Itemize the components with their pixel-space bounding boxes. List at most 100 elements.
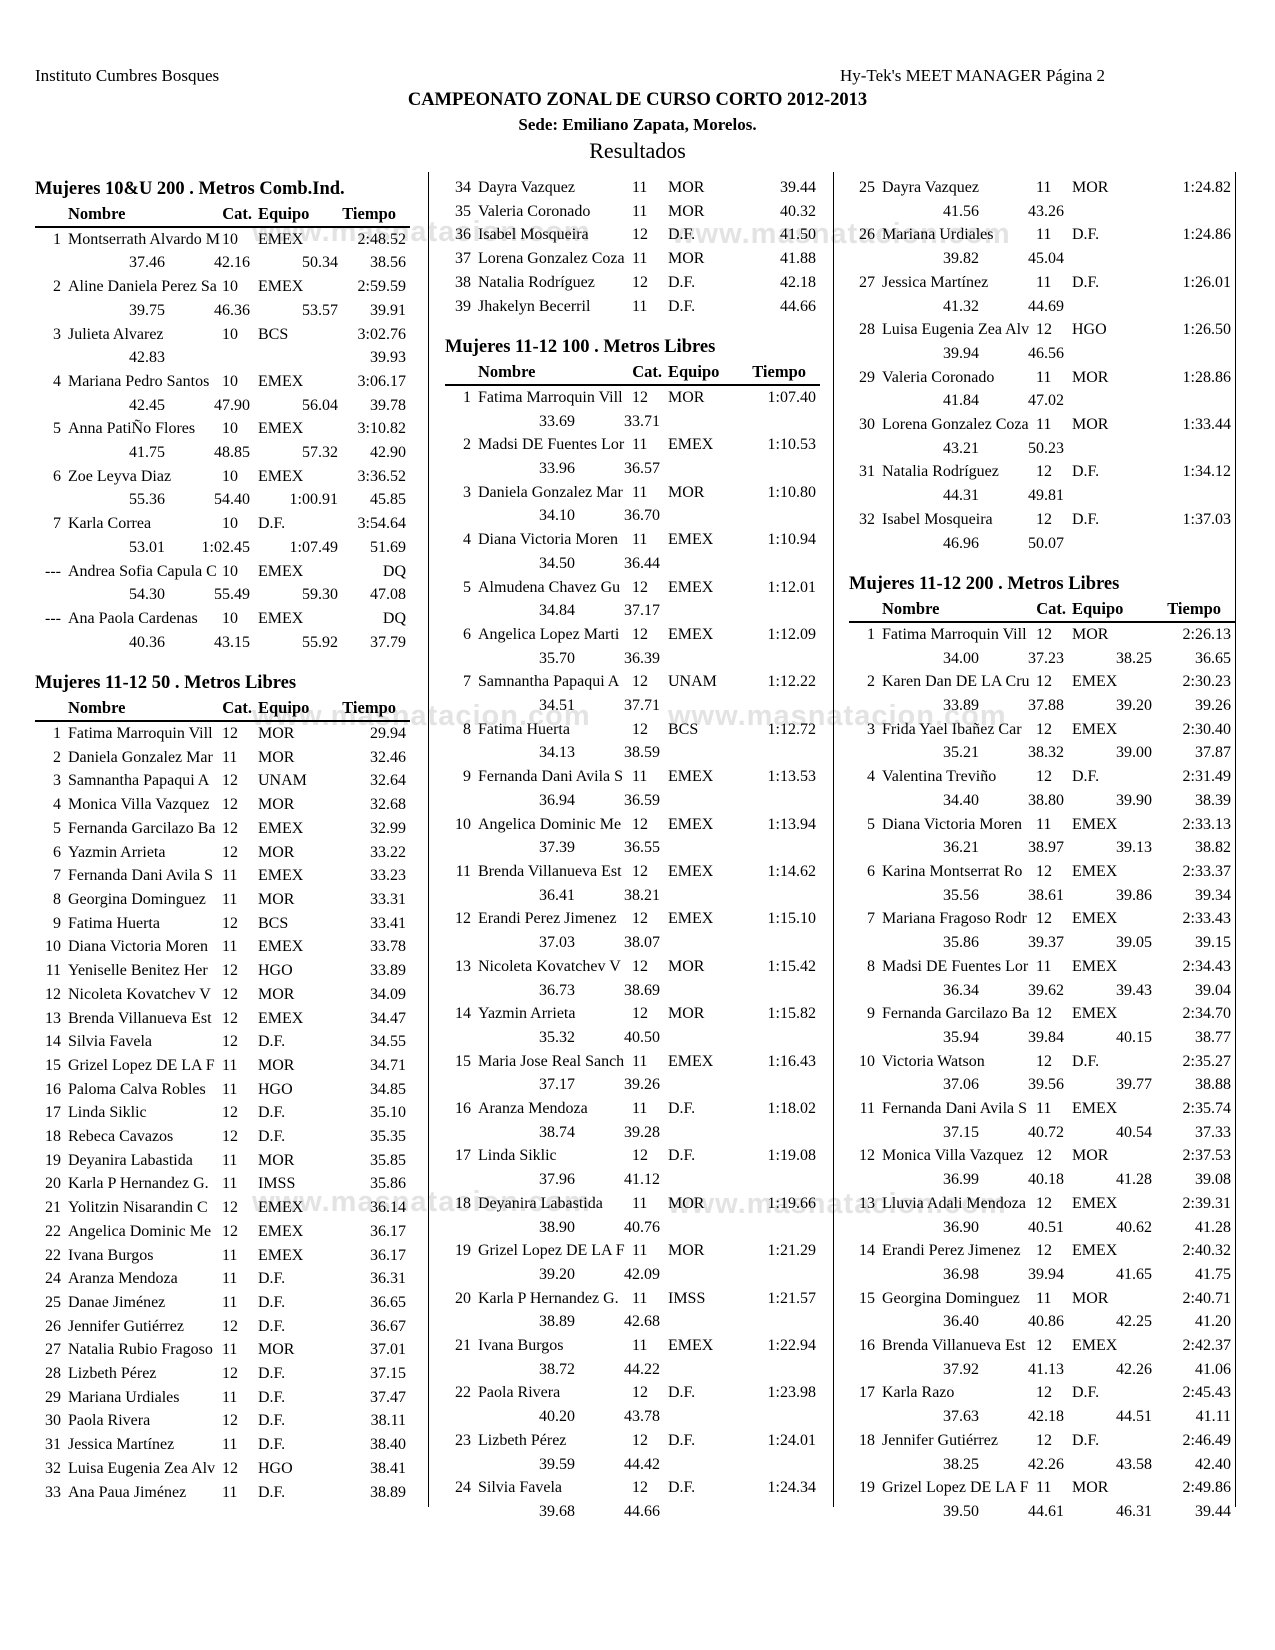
result-row: 12 Nicoleta Kovatchev V 12 MOR 34.09 xyxy=(35,983,410,1007)
time-cell: DQ xyxy=(382,609,406,627)
watermark: www.masnatacion.com xyxy=(668,700,1007,732)
team-cell: MOR xyxy=(1072,1479,1109,1497)
watermark: www.masnatacion.com xyxy=(668,1188,1007,1220)
time-cell: 2:40.71 xyxy=(1182,1289,1231,1307)
split-cell: 36.94 xyxy=(539,791,575,809)
split-cell: 41.75 xyxy=(129,444,165,462)
result-row: 6 Zoe Leyva Diaz 10 EMEX 3:36.52 xyxy=(35,465,410,489)
split-cell xyxy=(660,410,748,434)
event-section: Mujeres 11-12 50 . Metros Libres Nombre Ca… xyxy=(35,670,410,1504)
split-cell: 40.54 xyxy=(1116,1123,1152,1141)
place-cell: 3 xyxy=(867,720,875,738)
place-cell: 39 xyxy=(455,297,471,315)
time-cell: 3:06.17 xyxy=(357,372,406,390)
team-cell: D.F. xyxy=(258,1128,286,1146)
name-cell: Julieta Alvarez xyxy=(68,325,164,343)
split-cell: 37.17 xyxy=(539,1076,575,1094)
split-cell: 56.04 xyxy=(302,396,338,414)
split-cell: 50.34 xyxy=(302,254,338,272)
result-row: 19 Grizel Lopez DE LA F 11 MOR 2:49.86 xyxy=(849,1476,1235,1500)
split-cell xyxy=(748,1500,820,1524)
name-cell: Samnantha Papaqui A xyxy=(478,673,620,691)
split-cell: 42.09 xyxy=(624,1265,660,1283)
time-cell: 1:23.98 xyxy=(767,1384,816,1402)
team-cell: IMSS xyxy=(258,1175,296,1193)
name-cell: Ivana Burgos xyxy=(68,1246,154,1264)
split-cell: 42.45 xyxy=(129,396,165,414)
split-cell xyxy=(660,694,748,718)
name-cell: Nicoleta Kovatchev V xyxy=(478,957,621,975)
time-cell: 38.89 xyxy=(370,1483,406,1501)
split-cell xyxy=(1152,247,1235,271)
event-continuation: 34 Dayra Vazquez 11 MOR 39.44 35 Valeria Coron… xyxy=(445,176,820,318)
split-cell xyxy=(1152,437,1235,461)
split-cell: 37.87 xyxy=(1195,744,1231,762)
split-cell xyxy=(748,1121,820,1145)
result-row: 3 Samnantha Papaqui A 12 UNAM 32.64 xyxy=(35,769,410,793)
result-row: 6 Angelica Lopez Marti 12 EMEX 1:12.09 xyxy=(445,623,820,647)
place-cell: 9 xyxy=(53,914,61,932)
place-cell: 5 xyxy=(53,819,61,837)
result-row: 17 Linda Siklic 12 D.F. 35.10 xyxy=(35,1101,410,1125)
split-cell xyxy=(748,1073,820,1097)
table-header: Nombre Cat. Equipo Tiempo xyxy=(35,202,410,228)
place-cell: 2 xyxy=(463,436,471,454)
cat-cell: 12 xyxy=(1036,1337,1052,1355)
result-row: 23 Lizbeth Pérez 12 D.F. 1:24.01 xyxy=(445,1429,820,1453)
name-cell: Georgina Dominguez xyxy=(882,1289,1020,1307)
split-cell: 55.49 xyxy=(214,586,250,604)
watermark: www.masnatacion.com xyxy=(252,216,591,248)
cat-cell: 12 xyxy=(632,625,648,643)
place-cell: 32 xyxy=(859,510,875,528)
split-cell: 40.50 xyxy=(624,1028,660,1046)
team-cell: D.F. xyxy=(258,1388,286,1406)
result-row: 24 Aranza Mendoza 11 D.F. 36.31 xyxy=(35,1267,410,1291)
name-cell: Fatima Huerta xyxy=(68,914,160,932)
result-row: 1 Fatima Marroquin Vill 12 MOR 29.94 xyxy=(35,722,410,746)
team-cell: MOR xyxy=(668,483,705,501)
team-cell: MOR xyxy=(668,250,705,268)
split-cell xyxy=(660,789,748,813)
place-cell: 18 xyxy=(45,1128,61,1146)
split-cell: 38.82 xyxy=(1195,839,1231,857)
cat-cell: 12 xyxy=(632,578,648,596)
result-row: --- Ana Paola Cardenas 10 EMEX DQ xyxy=(35,607,410,631)
result-row: 18 Jennifer Gutiérrez 12 D.F. 2:46.49 xyxy=(849,1429,1235,1453)
place-cell: 22 xyxy=(45,1246,61,1264)
split-cell: 44.66 xyxy=(624,1502,660,1520)
result-row: 25 Dayra Vazquez 11 MOR 1:24.82 xyxy=(849,176,1235,200)
split-cell xyxy=(1064,532,1152,556)
time-cell: 36.17 xyxy=(370,1222,406,1240)
cat-cell: 12 xyxy=(222,1033,238,1051)
name-cell: Daniela Gonzalez Mar xyxy=(68,748,213,766)
cat-cell: 11 xyxy=(632,1052,648,1070)
time-cell: 42.18 xyxy=(780,273,816,291)
cat-cell: 12 xyxy=(1036,1431,1052,1449)
time-cell: 33.31 xyxy=(370,890,406,908)
team-cell: EMEX xyxy=(1072,1194,1118,1212)
split-cell: 41.56 xyxy=(943,202,979,220)
place-cell: 30 xyxy=(859,416,875,434)
cat-cell: 12 xyxy=(1036,1242,1052,1260)
place-cell: 7 xyxy=(53,867,61,885)
split-cell: 35.21 xyxy=(943,744,979,762)
result-row: 10 Angelica Dominic Me 12 EMEX 1:13.94 xyxy=(445,813,820,837)
name-cell: Samnantha Papaqui A xyxy=(68,772,210,790)
place-cell: 11 xyxy=(859,1100,875,1118)
cat-cell: 12 xyxy=(632,957,648,975)
place-cell: 16 xyxy=(859,1337,875,1355)
event-title: Mujeres 10&U 200 . Metros Comb.Ind. xyxy=(35,179,345,199)
time-cell: 3:54.64 xyxy=(357,515,406,533)
name-cell: Anna PatiÑo Flores xyxy=(68,420,196,438)
cat-cell: 12 xyxy=(1036,1194,1052,1212)
place-cell: 26 xyxy=(859,226,875,244)
time-cell: 1:26.50 xyxy=(1182,321,1231,339)
team-cell: EMEX xyxy=(1072,1005,1118,1023)
splits-row: 38.72 44.22 xyxy=(445,1358,820,1382)
split-cell xyxy=(660,931,748,955)
time-cell: 33.22 xyxy=(370,843,406,861)
result-row: 5 Diana Victoria Moren 11 EMEX 2:33.13 xyxy=(849,813,1235,837)
place-cell: 10 xyxy=(455,815,471,833)
name-cell: Angelica Dominic Me xyxy=(478,815,622,833)
result-row: 7 Samnantha Papaqui A 12 UNAM 1:12.22 xyxy=(445,670,820,694)
